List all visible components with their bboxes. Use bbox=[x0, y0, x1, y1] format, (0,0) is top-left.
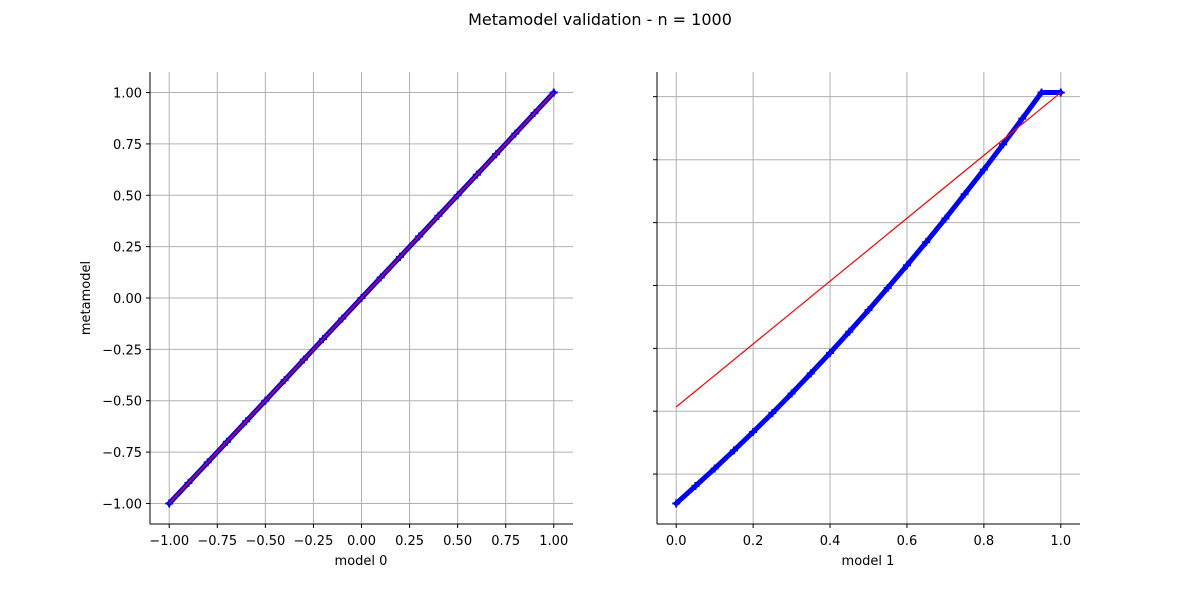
left-y-tick-label: −0.25 bbox=[102, 343, 142, 358]
subplot-left: −1.00 −0.75 −0.50 −0.25 0.00 0.25 0.50 0.75 1.00… bbox=[79, 72, 573, 569]
right-y-ticks bbox=[653, 96, 657, 475]
left-x-tick-label: −0.50 bbox=[245, 534, 285, 549]
right-point-band bbox=[673, 90, 1064, 506]
right-data-point bbox=[864, 306, 873, 315]
right-data-point bbox=[806, 369, 815, 378]
left-x-tick-label: 1.00 bbox=[539, 534, 568, 549]
figure-title: Metamodel validation - n = 1000 bbox=[468, 10, 732, 29]
right-x-tick-label: 0.2 bbox=[743, 534, 764, 549]
left-y-ticks: −1.00 −0.75 −0.50 −0.25 0.00 0.25 0.50 0.75 1.00 bbox=[102, 87, 150, 512]
left-x-tick-label: −0.25 bbox=[294, 534, 334, 549]
right-x-tick-label: 0.8 bbox=[974, 534, 995, 549]
right-x-ticks: 0.0 0.2 0.4 0.6 0.8 1.0 bbox=[666, 524, 1071, 549]
right-data-point bbox=[1037, 88, 1046, 97]
right-data-point bbox=[979, 165, 988, 174]
left-series bbox=[165, 88, 558, 508]
right-data-point bbox=[922, 238, 931, 247]
right-data-point bbox=[902, 261, 911, 270]
right-x-tick-label: 0.6 bbox=[897, 534, 918, 549]
right-x-tick-label: 0.0 bbox=[666, 534, 687, 549]
subplot-right: 0.0 0.2 0.4 0.6 0.8 1.0 model 1 bbox=[653, 72, 1080, 569]
left-y-tick-label: 0.00 bbox=[113, 292, 142, 307]
right-data-point bbox=[672, 499, 681, 508]
left-x-ticks: −1.00 −0.75 −0.50 −0.25 0.00 0.25 0.50 0.75 1.00 bbox=[149, 524, 568, 549]
right-data-point bbox=[787, 389, 796, 398]
right-series bbox=[672, 88, 1065, 508]
right-data-point bbox=[729, 446, 738, 455]
right-data-point bbox=[691, 481, 700, 490]
left-y-tick-label: 0.50 bbox=[113, 189, 142, 204]
left-x-tick-label: 0.75 bbox=[491, 534, 520, 549]
left-y-tick-label: 0.25 bbox=[113, 241, 142, 256]
right-data-point bbox=[768, 409, 777, 418]
right-data-point bbox=[710, 464, 719, 473]
left-x-tick-label: 0.50 bbox=[443, 534, 472, 549]
right-data-point bbox=[960, 190, 969, 199]
right-grid bbox=[657, 72, 1080, 524]
right-data-point bbox=[749, 427, 758, 436]
left-y-axis-label: metamodel bbox=[79, 261, 94, 335]
left-x-tick-label: 0.00 bbox=[347, 534, 376, 549]
right-x-tick-label: 0.4 bbox=[820, 534, 841, 549]
right-data-point bbox=[999, 140, 1008, 149]
left-y-tick-label: 1.00 bbox=[113, 87, 142, 102]
right-reference-line bbox=[675, 92, 1062, 408]
right-x-tick-label: 1.0 bbox=[1050, 534, 1071, 549]
left-y-tick-label: −1.00 bbox=[102, 497, 142, 512]
left-x-tick-label: −1.00 bbox=[149, 534, 189, 549]
left-y-tick-label: −0.75 bbox=[102, 446, 142, 461]
left-x-axis-label: model 0 bbox=[335, 554, 388, 569]
left-x-tick-label: 0.25 bbox=[395, 534, 424, 549]
right-data-point bbox=[826, 348, 835, 357]
left-x-tick-label: −0.75 bbox=[197, 534, 237, 549]
right-data-point bbox=[941, 214, 950, 223]
right-x-axis-label: model 1 bbox=[842, 554, 895, 569]
left-y-tick-label: 0.75 bbox=[113, 138, 142, 153]
left-y-tick-label: −0.50 bbox=[102, 395, 142, 410]
right-data-point bbox=[883, 283, 892, 292]
right-data-point bbox=[845, 327, 854, 336]
right-data-point bbox=[1018, 114, 1027, 123]
left-reference-line bbox=[168, 92, 555, 504]
